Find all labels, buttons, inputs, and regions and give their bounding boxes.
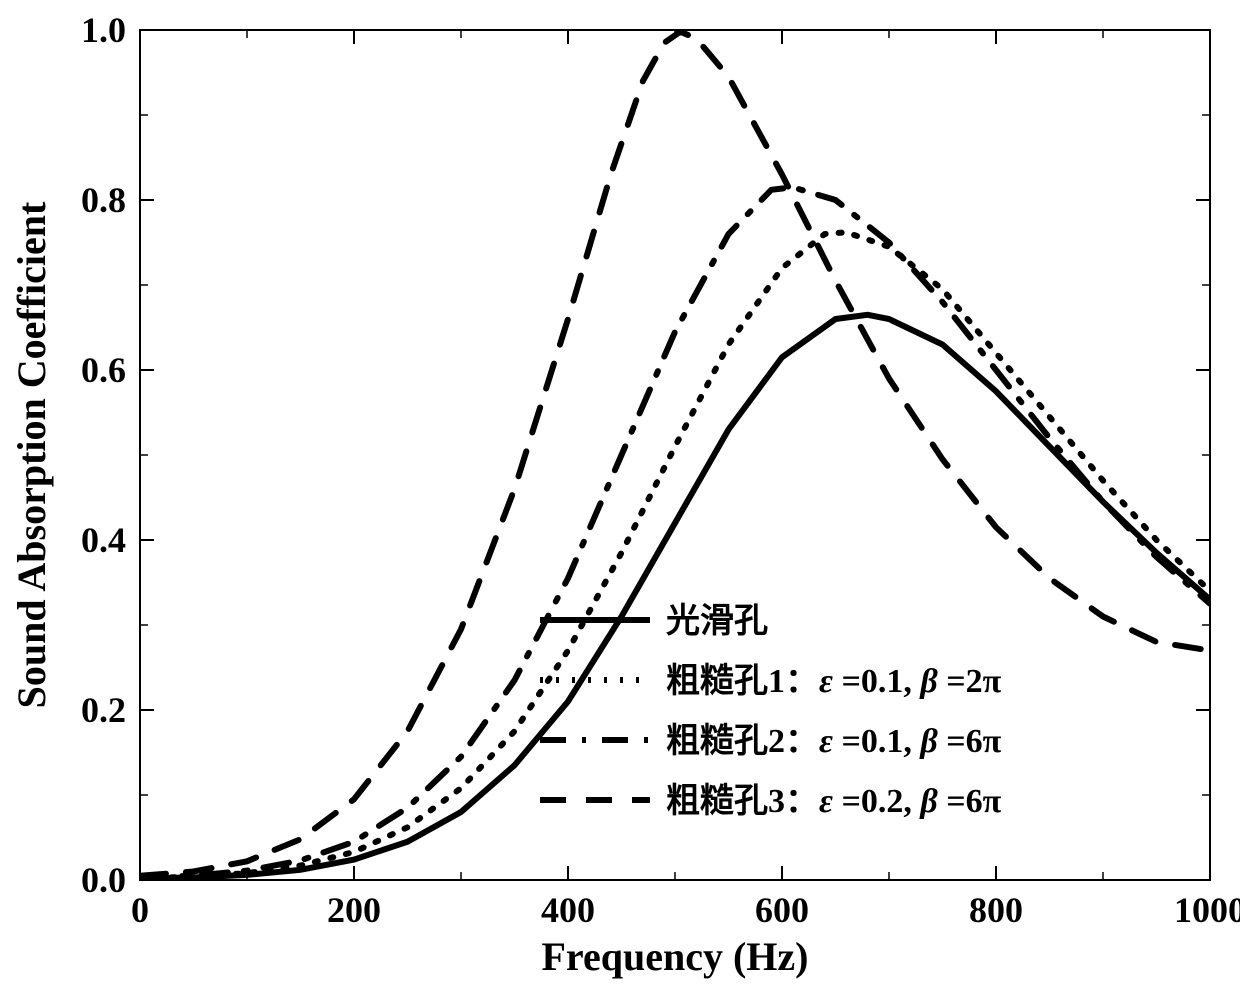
legend-label-rough1: 粗糙孔1：ε =0.1, β =2π [666,662,1002,700]
series-rough1 [140,232,1210,878]
y-tick-label: 0.6 [81,350,126,390]
x-tick-label: 400 [541,890,595,930]
legend-label-rough2: 粗糙孔2：ε =0.1, β =6π [666,722,1002,760]
chart-svg: 0 200 400 600 800 1000 0.0 0.2 0.4 0.6 0.8 1.0 Frequ… [0,0,1240,994]
x-tick-label: 800 [969,890,1023,930]
legend-label-rough3: 粗糙孔3：ε =0.2, β =6π [666,782,1002,820]
y-tick-label: 0.4 [81,520,126,560]
y-axis-title: Sound Absorption Coefficient [9,201,54,708]
x-tick-label: 600 [755,890,809,930]
x-tick-label: 1000 [1174,890,1240,930]
y-tick-label: 0.8 [81,180,126,220]
x-tick-label: 0 [131,890,149,930]
x-tick-label: 200 [327,890,381,930]
x-axis-title: Frequency (Hz) [542,934,809,979]
y-tick-label: 0.2 [81,690,126,730]
legend-label-smooth: 光滑孔 [666,602,768,640]
y-tick-label: 1.0 [81,10,126,50]
y-tick-label: 0.0 [81,860,126,900]
series-rough2 [140,187,1210,877]
chart-container: 0 200 400 600 800 1000 0.0 0.2 0.4 0.6 0.8 1.0 Frequ… [0,0,1240,994]
